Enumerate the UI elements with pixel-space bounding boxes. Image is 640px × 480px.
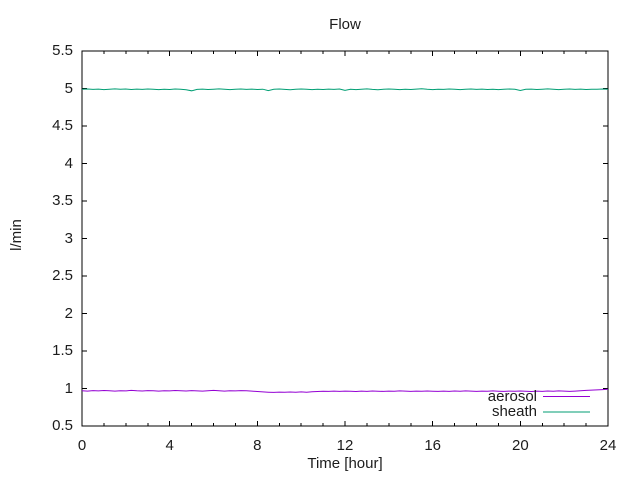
chart-title: Flow xyxy=(329,16,361,33)
y-tick-label: 5.5 xyxy=(52,42,73,59)
y-tick-label: 1.5 xyxy=(52,342,73,359)
y-tick-label: 5 xyxy=(64,79,73,97)
series-line-aerosol xyxy=(81,388,609,393)
y-tick-label: 4.5 xyxy=(52,117,73,134)
x-tick-label: 0 xyxy=(77,437,87,454)
series-line-sheath xyxy=(81,88,609,92)
y-tick-label: 3 xyxy=(64,229,73,247)
x-tick-label: 20 xyxy=(511,437,529,454)
x-tick-label: 4 xyxy=(165,437,174,454)
y-tick-label: 2.5 xyxy=(52,267,73,284)
legend-label-sheath: sheath xyxy=(491,403,537,420)
x-tick-label: 12 xyxy=(336,437,354,454)
y-tick-label: 0.5 xyxy=(52,417,73,434)
y-tick-label: 4 xyxy=(64,154,73,172)
plot-border xyxy=(81,50,609,427)
x-tick-label: 8 xyxy=(253,437,262,454)
y-tick-label: 3.5 xyxy=(52,192,73,209)
x-tick-label: 24 xyxy=(599,437,617,454)
y-tick-label: 2 xyxy=(64,304,73,322)
x-tick-label: 16 xyxy=(424,437,441,454)
legend-label-aerosol: aerosol xyxy=(487,387,537,405)
y-tick-label: 1 xyxy=(64,379,73,397)
x-axis-label: Time [hour] xyxy=(307,455,383,472)
